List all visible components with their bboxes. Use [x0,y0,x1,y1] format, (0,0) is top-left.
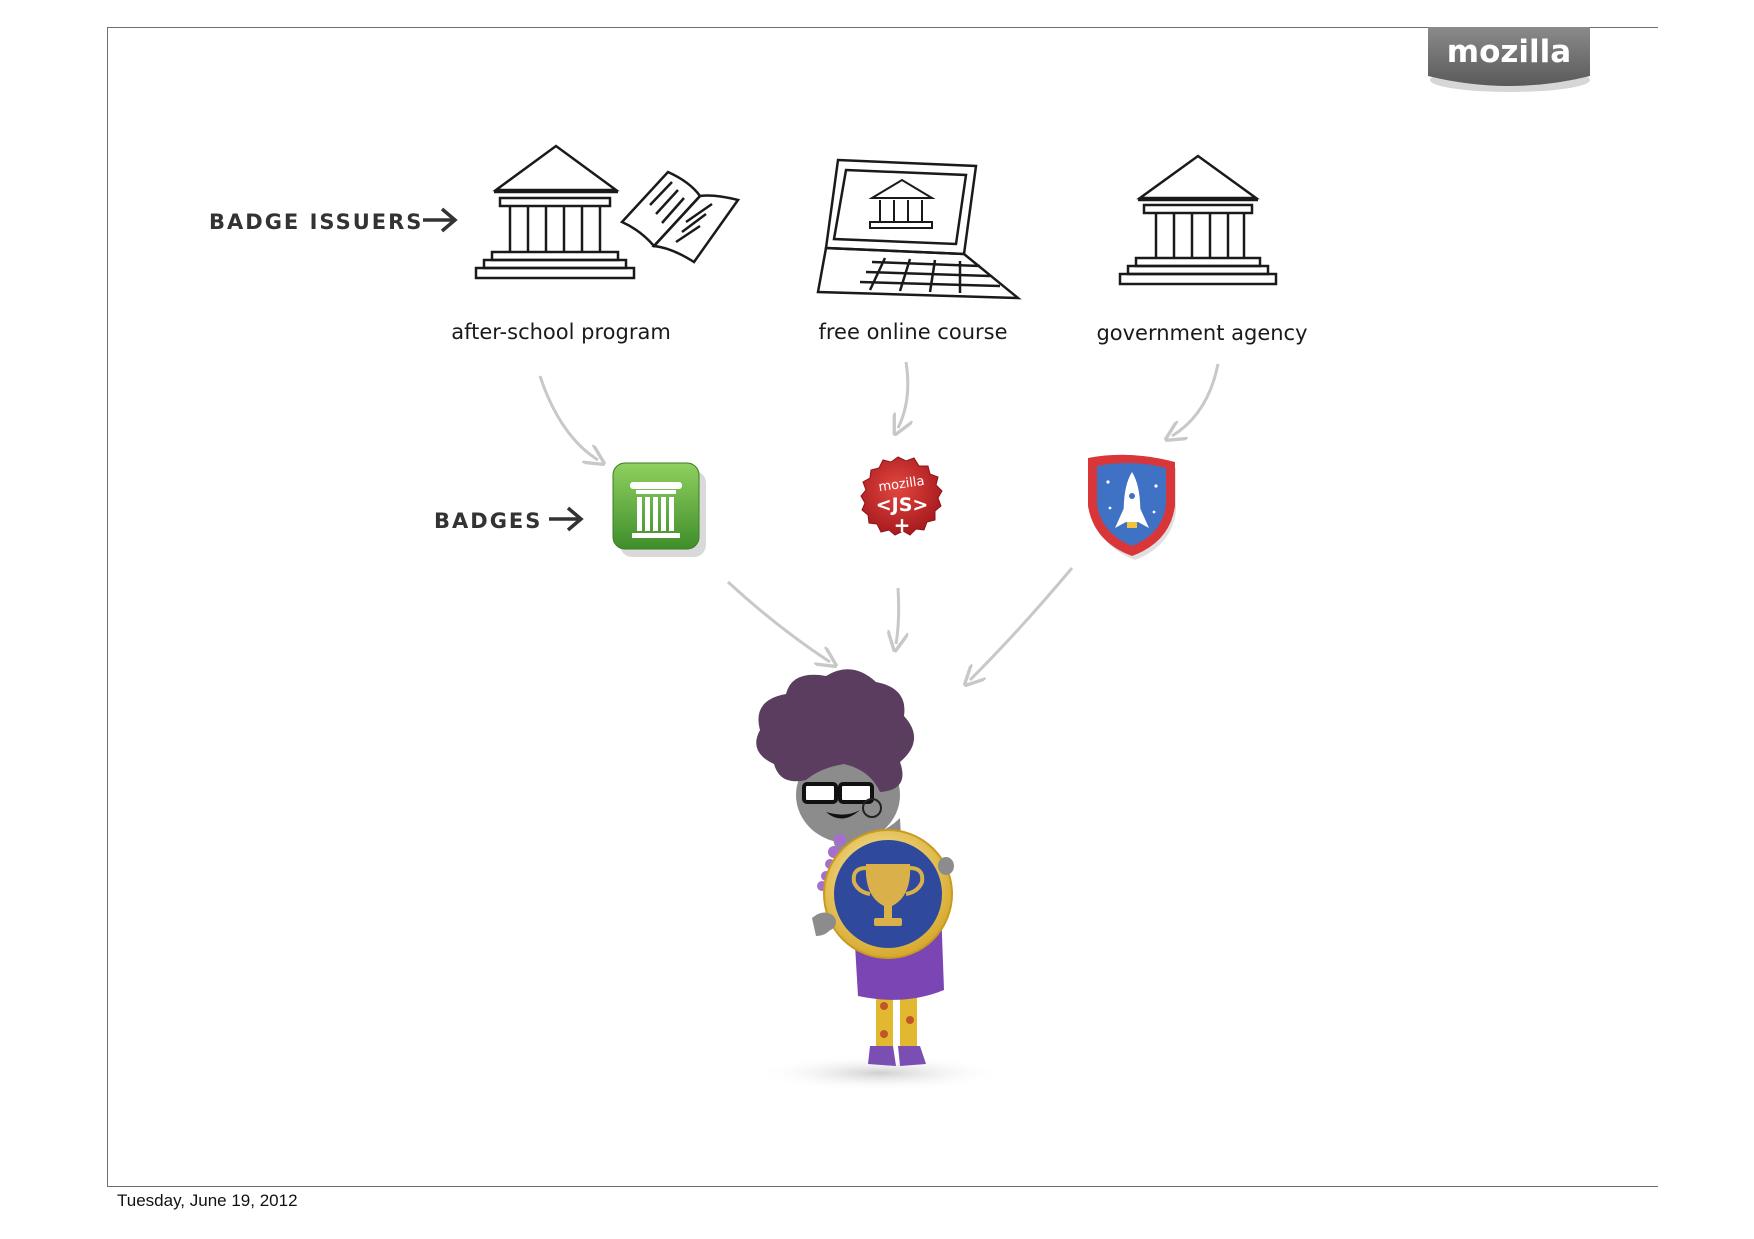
issuers-label-text: BADGE ISSUERS [209,210,423,234]
column-badge [612,462,706,557]
laptop-icon [816,158,1022,300]
badge-mozilla-text: mozilla [878,474,926,495]
arrow-icon [970,567,1074,680]
mozilla-logo-text: mozilla [1447,34,1571,70]
arrow-icon [538,375,598,460]
open-book-icon [619,170,741,264]
school-building-icon [474,144,636,280]
arrow-icon [898,361,908,428]
trophy-icon [851,864,925,926]
badge-plus-text: + [894,513,911,537]
trophy-medal [823,829,953,959]
arrow-icon [726,580,830,662]
mozilla-js-badge: mozilla <JS> + [860,456,943,537]
issuer-government: government agency [1096,154,1308,345]
issuer-label: government agency [1096,321,1307,345]
issuer-to-badge-arrows [538,361,1220,460]
right-arrow-icon [423,207,458,233]
issuers-row-label: BADGE ISSUERS [209,207,458,234]
rocket-badge [1088,454,1176,560]
mozilla-logo: mozilla [1428,27,1590,92]
badge-to-earner-arrows [726,567,1074,680]
badge-js-text: <JS> [876,494,929,516]
badge-earner-figure [755,669,1005,1091]
arrow-icon [1172,363,1220,436]
issuer-after-school: after-school program [451,144,741,344]
column-icon [630,482,682,538]
issuer-label: after-school program [451,320,671,344]
badges-row-label: BADGES [434,506,584,533]
badges-label-text: BADGES [434,509,542,533]
issuer-label: free online course [818,320,1007,344]
right-arrow-icon [549,506,584,532]
footer-date: Tuesday, June 19, 2012 [117,1191,298,1210]
government-building-icon [1118,154,1278,286]
arrow-icon [896,587,899,644]
rocket-icon [1106,472,1158,528]
ground-shadow [755,1055,1005,1091]
issuer-online-course: free online course [816,158,1022,344]
glasses-icon [802,782,874,804]
